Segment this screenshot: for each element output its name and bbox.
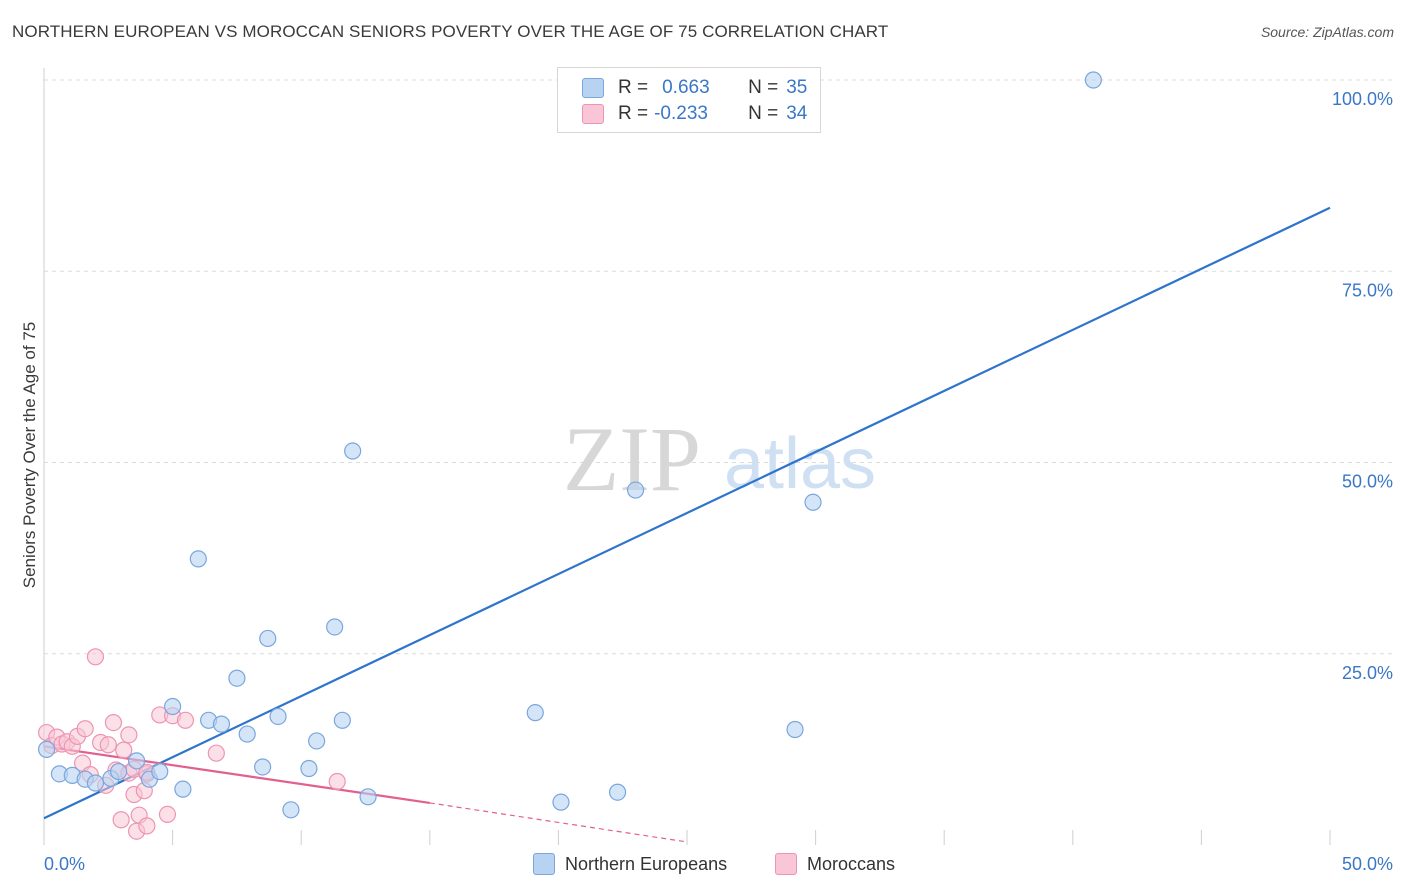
bottom-legend-label: Northern Europeans	[565, 853, 728, 874]
axes	[43, 68, 1331, 845]
legend-n-value: 34	[786, 103, 808, 124]
legend-r-label: R =	[618, 77, 649, 98]
point-northern-europeans	[189, 550, 207, 568]
point-northern-europeans	[212, 715, 231, 733]
point-northern-europeans	[259, 629, 277, 648]
legend-row-moroccans: R = -0.233 N = 34	[582, 102, 807, 126]
point-moroccans	[104, 713, 123, 732]
chart-title: NORTHERN EUROPEAN VS MOROCCAN SENIORS PO…	[12, 22, 889, 41]
point-northern-europeans	[127, 752, 146, 770]
point-moroccans	[120, 726, 138, 744]
trendline-moroccans-extension	[429, 802, 688, 843]
trendline-northern-europeans	[43, 206, 1331, 820]
legend-swatch-pink	[582, 104, 604, 124]
legend-r-label: R =	[618, 103, 649, 124]
bottom-legend-moroccans: Moroccans	[775, 852, 895, 876]
point-northern-europeans	[1084, 71, 1102, 89]
point-northern-europeans	[344, 442, 362, 460]
point-moroccans	[112, 811, 130, 829]
point-moroccans	[86, 648, 105, 666]
y-tick-label: 25.0%	[1342, 663, 1393, 683]
point-northern-europeans	[282, 801, 300, 819]
x-tick-label-left: 0.0%	[44, 854, 85, 874]
point-northern-europeans	[526, 704, 544, 722]
y-axis-label: Seniors Poverty Over the Age of 75	[20, 321, 39, 589]
point-northern-europeans	[228, 669, 246, 687]
bottom-legend-swatch-pink	[775, 853, 797, 875]
point-northern-europeans	[608, 783, 627, 801]
point-northern-europeans	[626, 481, 645, 499]
bottom-legend-swatch-blue	[533, 853, 555, 875]
legend-n-value: 35	[786, 77, 808, 98]
y-tick-label: 75.0%	[1342, 280, 1393, 300]
point-northern-europeans	[359, 788, 377, 806]
y-tick-label: 100.0%	[1332, 89, 1393, 109]
legend-n-label: N =	[748, 77, 779, 98]
point-northern-europeans	[308, 732, 326, 750]
point-northern-europeans	[786, 720, 804, 739]
point-northern-europeans	[109, 762, 128, 781]
point-northern-europeans	[300, 759, 318, 778]
point-moroccans	[207, 744, 225, 762]
y-tick-label: 50.0%	[1342, 472, 1393, 492]
point-moroccans	[328, 772, 346, 791]
trendlines	[43, 206, 1331, 843]
grid-lines	[44, 79, 1395, 655]
legend-row-northern-europeans: R = 0.663 N = 35	[582, 76, 807, 100]
point-moroccans	[158, 805, 177, 824]
point-northern-europeans	[269, 707, 287, 726]
point-northern-europeans	[254, 758, 272, 776]
tick-labels: 25.0% 50.0% 75.0% 100.0% 0.0% 50.0%	[44, 89, 1393, 874]
point-moroccans	[99, 736, 117, 754]
correlation-legend: R = 0.663 N = 35 R = -0.233 N = 34	[557, 67, 821, 133]
bottom-legend-northern-europeans: Northern Europeans	[533, 852, 727, 876]
point-northern-europeans	[151, 762, 169, 781]
legend-swatch-blue	[582, 78, 604, 98]
point-northern-europeans	[333, 711, 351, 729]
x-tick-label-right: 50.0%	[1342, 854, 1393, 874]
legend-n-label: N =	[748, 103, 779, 124]
point-northern-europeans	[37, 740, 56, 758]
point-northern-europeans	[804, 493, 822, 511]
point-moroccans	[176, 711, 195, 729]
legend-r-value: -0.233	[654, 103, 708, 124]
point-northern-europeans	[552, 793, 570, 811]
point-northern-europeans	[326, 618, 344, 636]
point-moroccans	[138, 817, 156, 835]
watermark-atlas: atlas	[724, 424, 876, 504]
legend-r-value: 0.663	[662, 77, 710, 98]
point-moroccans	[115, 741, 133, 759]
bottom-legend-label: Moroccans	[807, 853, 896, 874]
point-northern-europeans	[174, 780, 192, 798]
source-label: Source: ZipAtlas.com	[1260, 24, 1394, 40]
point-northern-europeans	[86, 774, 105, 792]
point-northern-europeans	[164, 697, 182, 716]
point-northern-europeans	[238, 725, 256, 743]
point-moroccans	[76, 720, 94, 738]
